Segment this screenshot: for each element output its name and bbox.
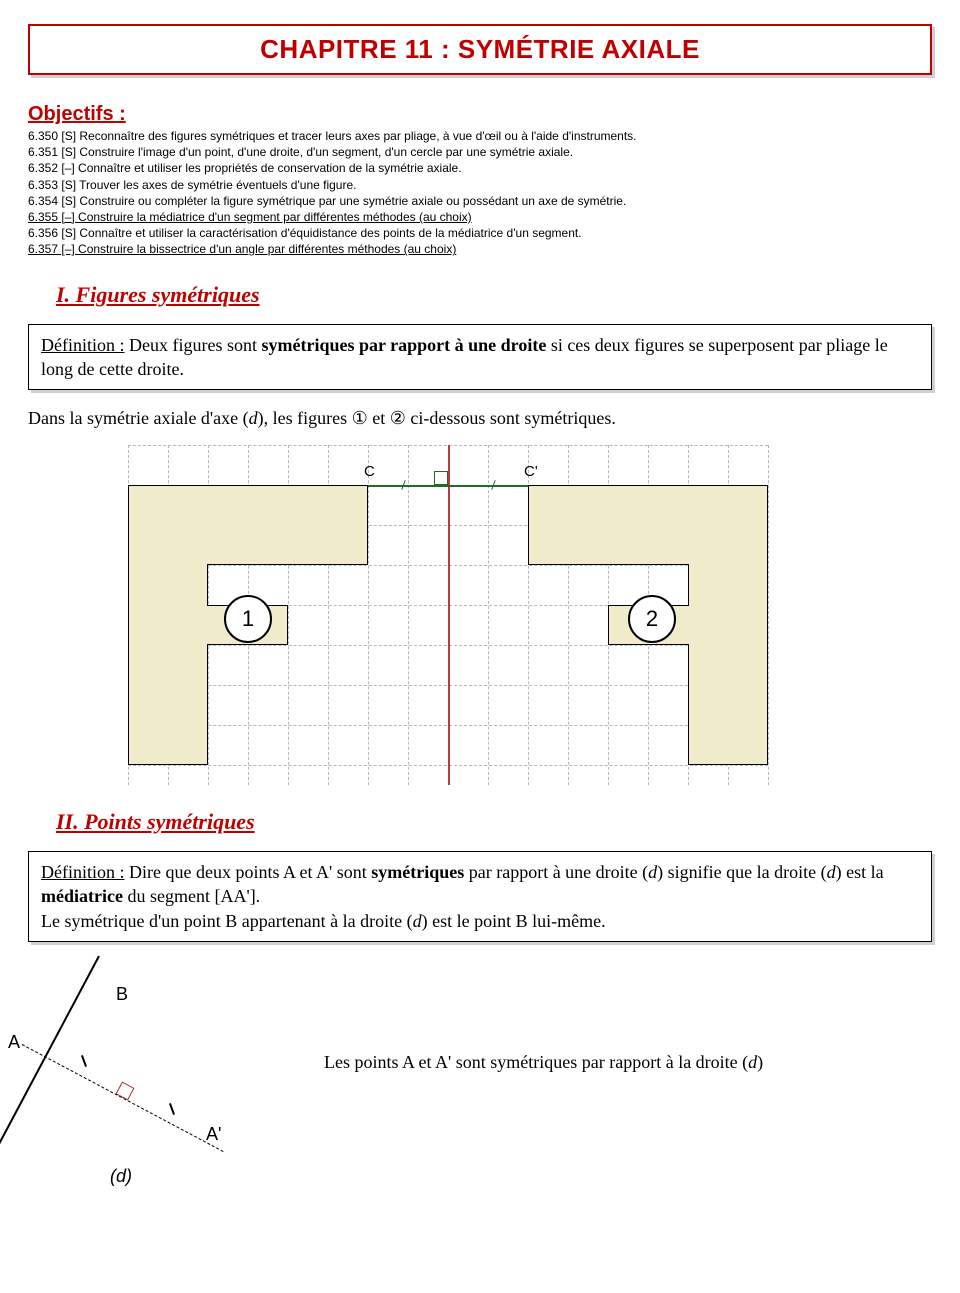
f-shape-left xyxy=(207,485,368,565)
right-angle-mark xyxy=(434,471,448,485)
def2-text: Dire que deux points A et A' sont xyxy=(125,862,372,882)
body-text-italic: d xyxy=(249,408,258,428)
grid-line-v xyxy=(488,445,489,785)
grid-line-v xyxy=(368,445,369,785)
fig2-caption-italic: d xyxy=(748,1052,757,1072)
definition-1-lead: Définition : xyxy=(41,335,125,355)
f-shape-right xyxy=(528,485,689,565)
label-c-prime: C' xyxy=(524,463,538,480)
fig2-tick xyxy=(169,1103,175,1115)
def2-text: du segment [AA']. xyxy=(123,886,260,906)
fig2-caption-text: ) xyxy=(757,1052,763,1072)
objectifs-list: 6.350 [S] Reconnaître des figures symétr… xyxy=(28,128,932,258)
def2-text: ) signifie que la droite ( xyxy=(657,862,826,882)
fig2-right-angle-mark xyxy=(116,1082,135,1101)
definition-1-bold: symétriques par rapport à une droite xyxy=(261,335,546,355)
f-shape-right xyxy=(688,485,768,765)
fig2-caption-text: Les points A et A' sont symétriques par … xyxy=(324,1052,748,1072)
chapter-title-box: CHAPITRE 11 : SYMÉTRIE AXIALE xyxy=(28,24,932,75)
body-text: Dans la symétrie axiale d'axe ( xyxy=(28,408,249,428)
body-text: ), les figures ① et ② ci-dessous sont sy… xyxy=(258,408,616,428)
def2-text: ) est la xyxy=(836,862,884,882)
definition-2-lead: Définition : xyxy=(41,862,125,882)
fig2-line-d xyxy=(0,956,100,1160)
objectif-line: 6.355 [–] Construire la médiatrice d'un … xyxy=(28,209,932,225)
def2-italic: d xyxy=(827,862,836,882)
fig2-label-ap: A' xyxy=(206,1124,221,1145)
objectif-line: 6.357 [–] Construire la bissectrice d'un… xyxy=(28,241,932,257)
section-2-heading: II. Points symétriques xyxy=(56,809,932,835)
figure-2-row: B A A' (d) Les points A et A' sont symét… xyxy=(28,960,932,1166)
objectifs-heading: Objectifs : xyxy=(28,103,932,126)
def2-line2-text: ) est le point B lui-même. xyxy=(422,911,606,931)
def2-line2-italic: d xyxy=(413,911,422,931)
objectif-line: 6.350 [S] Reconnaître des figures symétr… xyxy=(28,128,932,144)
definition-box-1: Définition : Deux figures sont symétriqu… xyxy=(28,324,932,391)
chapter-title: CHAPITRE 11 : SYMÉTRIE AXIALE xyxy=(46,34,914,65)
objectif-line: 6.356 [S] Connaître et utiliser la carac… xyxy=(28,225,932,241)
figure-2: B A A' (d) xyxy=(28,966,288,1166)
segment-cc xyxy=(368,485,528,487)
grid-line-v xyxy=(768,445,769,785)
def2-line2-text: Le symétrique d'un point B appartenant à… xyxy=(41,911,413,931)
definition-1-text: Deux figures sont xyxy=(125,335,262,355)
fig2-label-a: A xyxy=(8,1032,20,1053)
objectif-line: 6.353 [S] Trouver les axes de symétrie é… xyxy=(28,177,932,193)
figure-number-2: 2 xyxy=(628,595,676,643)
def2-text: par rapport à une droite ( xyxy=(464,862,648,882)
label-c: C xyxy=(364,463,375,480)
objectif-line: 6.354 [S] Construire ou compléter la fig… xyxy=(28,193,932,209)
def2-italic: d xyxy=(648,862,657,882)
definition-box-2: Définition : Dire que deux points A et A… xyxy=(28,851,932,942)
axis-of-symmetry xyxy=(448,445,450,785)
fig2-label-b: B xyxy=(116,984,128,1005)
figure-2-caption: Les points A et A' sont symétriques par … xyxy=(324,1052,763,1073)
fig2-label-d: (d) xyxy=(110,1166,132,1187)
section-1-body: Dans la symétrie axiale d'axe (d), les f… xyxy=(28,408,932,429)
fig2-tick xyxy=(81,1055,87,1067)
figure-number-1: 1 xyxy=(224,595,272,643)
def2-bold: médiatrice xyxy=(41,886,123,906)
objectif-line: 6.352 [–] Connaître et utiliser les prop… xyxy=(28,160,932,176)
f-shape-left xyxy=(128,485,208,765)
figure-1: C C' 1 2 xyxy=(128,445,768,785)
grid-line-v xyxy=(408,445,409,785)
section-1-heading: I. Figures symétriques xyxy=(56,282,932,308)
def2-bold: symétriques xyxy=(371,862,464,882)
objectif-line: 6.351 [S] Construire l'image d'un point,… xyxy=(28,144,932,160)
